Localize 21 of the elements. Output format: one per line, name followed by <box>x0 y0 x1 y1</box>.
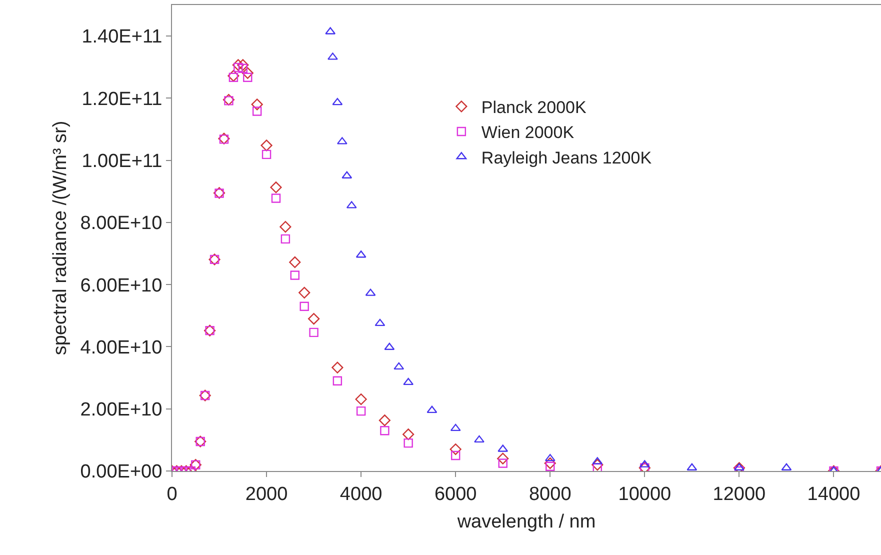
y-tick-label: 6.00E+10 <box>80 275 162 296</box>
legend-label: Planck 2000K <box>481 98 587 118</box>
y-tick-label: 1.40E+11 <box>82 26 162 48</box>
y-tick-label: 0.00E+00 <box>80 462 162 483</box>
x-tick-label: 6000 <box>434 484 477 505</box>
y-tick-label: 1.00E+11 <box>82 150 162 172</box>
y-tick-label: 1.20E+11 <box>82 88 162 110</box>
x-tick-label: 2000 <box>245 484 288 505</box>
y-tick-label: 4.00E+10 <box>80 337 162 358</box>
y-axis-title: spectral radiance /(W/m³ sr) <box>50 120 72 356</box>
x-tick-label: 10000 <box>618 484 672 505</box>
x-tick-label: 0 <box>166 484 178 505</box>
x-tick-label: 12000 <box>712 484 766 505</box>
y-tick-label: 8.00E+10 <box>80 213 162 234</box>
legend-label: Rayleigh Jeans 1200K <box>481 148 652 168</box>
x-tick-label: 8000 <box>528 484 572 505</box>
x-axis-title: wavelength / nm <box>456 512 596 533</box>
legend-label: Wien 2000K <box>481 123 575 142</box>
x-tick-label: 14000 <box>807 484 860 505</box>
y-tick-label: 2.00E+10 <box>80 400 162 421</box>
x-tick-label: 4000 <box>340 484 382 505</box>
